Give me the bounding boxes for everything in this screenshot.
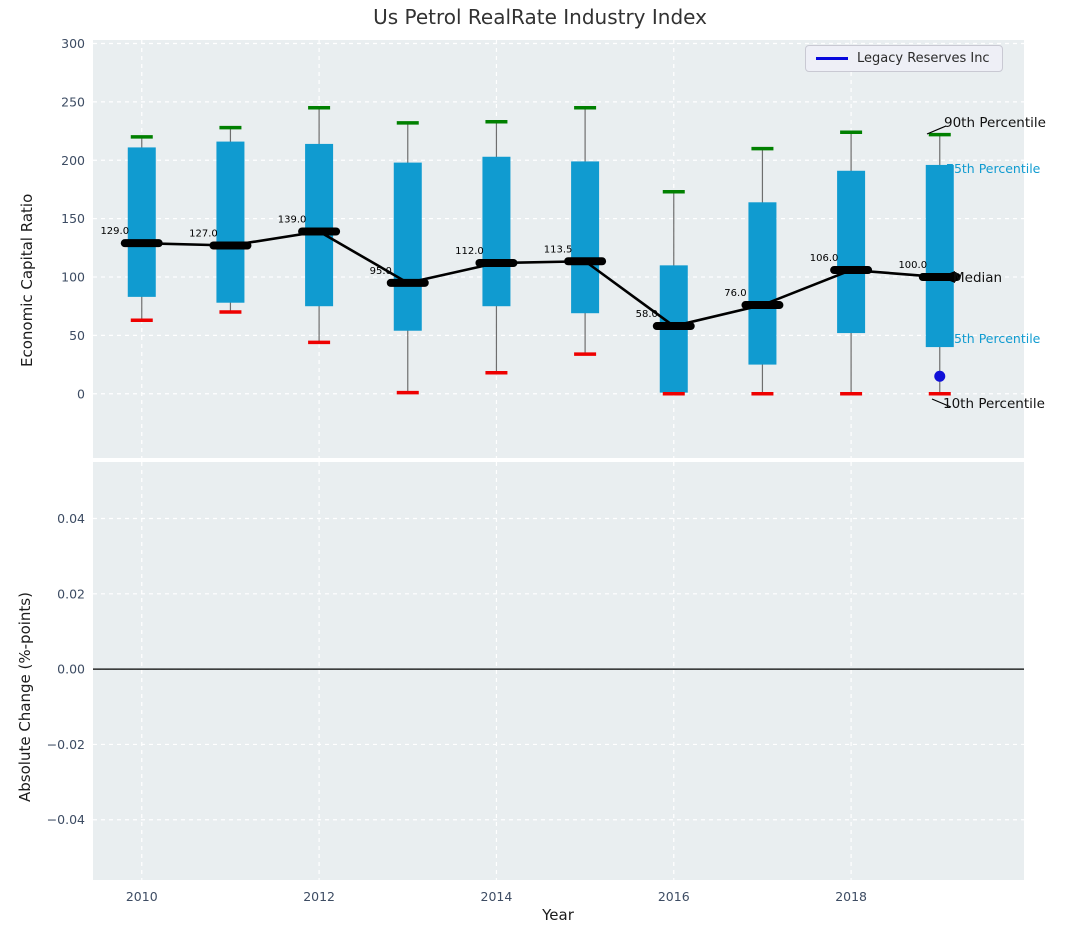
median-value-label-2017: 76.0 [724,288,746,299]
iqr-box-2010 [127,147,156,297]
ytick-bottom-0.02: 0.02 [57,586,85,601]
bottom-y-axis-label: Absolute Change (%-points) [16,592,34,802]
ytick-top-250: 250 [61,94,85,109]
iqr-box-2017 [748,202,777,365]
xtick-2010: 2010 [126,889,158,904]
ytick-bottom-−0.02: −0.02 [47,737,85,752]
ytick-top-200: 200 [61,153,85,168]
median-value-label-2018: 106.0 [810,253,839,264]
median-marker-2017 [741,301,784,310]
annotation-25th-percentile: 25th Percentile [946,331,1041,346]
ytick-top-150: 150 [61,211,85,226]
median-marker-2016 [652,322,695,331]
median-marker-2012 [298,227,341,236]
median-marker-2013 [386,278,429,287]
annotation-10th-percentile: 10th Percentile [943,396,1045,412]
xtick-2014: 2014 [481,889,513,904]
annotation-75th-percentile: 75th Percentile [946,161,1041,176]
median-marker-2010 [120,239,163,248]
ytick-bottom-−0.04: −0.04 [47,812,85,827]
bottom-plot-background [93,462,1024,880]
median-annotation-arrow [940,271,955,283]
xtick-2018: 2018 [835,889,867,904]
iqr-box-2013 [393,162,422,331]
ytick-top-100: 100 [61,270,85,285]
median-value-label-2011: 127.0 [189,228,218,239]
ytick-bottom-0.04: 0.04 [57,511,85,526]
xtick-2012: 2012 [303,889,335,904]
ytick-top-0: 0 [77,386,85,401]
iqr-box-2011 [216,141,245,303]
median-marker-2011 [209,241,252,250]
top-y-axis-label: Economic Capital Ratio [18,193,36,367]
median-value-label-2015: 113.5 [544,244,573,255]
ytick-top-50: 50 [69,328,85,343]
median-value-label-2014: 112.0 [455,246,484,257]
annotation-median: Median [953,270,1003,286]
iqr-box-2012 [305,143,334,307]
annotation-90th-percentile: 90th Percentile [944,115,1046,131]
legend-label: Legacy Reserves Inc [857,51,990,66]
median-value-label-2019: 100.0 [898,260,927,271]
chart-title: Us Petrol RealRate Industry Index [373,5,707,29]
iqr-box-2019 [925,164,954,348]
x-axis-label: Year [542,906,574,924]
company-point [934,370,946,382]
ytick-bottom-0.00: 0.00 [57,662,85,677]
median-value-label-2010: 129.0 [100,226,129,237]
iqr-box-2014 [482,156,511,307]
iqr-box-2015 [571,161,600,314]
p90-annotation-connector [926,125,947,135]
legend-line-sample [816,57,848,60]
median-marker-2018 [830,266,873,275]
median-value-label-2016: 58.0 [636,309,658,320]
ytick-top-300: 300 [61,36,85,51]
iqr-box-2018 [837,170,866,334]
p10-annotation-connector [931,398,952,408]
median-value-label-2013: 95.0 [370,266,392,277]
median-trend-line [141,230,940,328]
median-value-label-2012: 139.0 [278,214,307,225]
xtick-2016: 2016 [658,889,690,904]
median-marker-2015 [564,257,607,266]
legend: Legacy Reserves Inc [805,45,1003,72]
median-marker-2014 [475,259,518,268]
